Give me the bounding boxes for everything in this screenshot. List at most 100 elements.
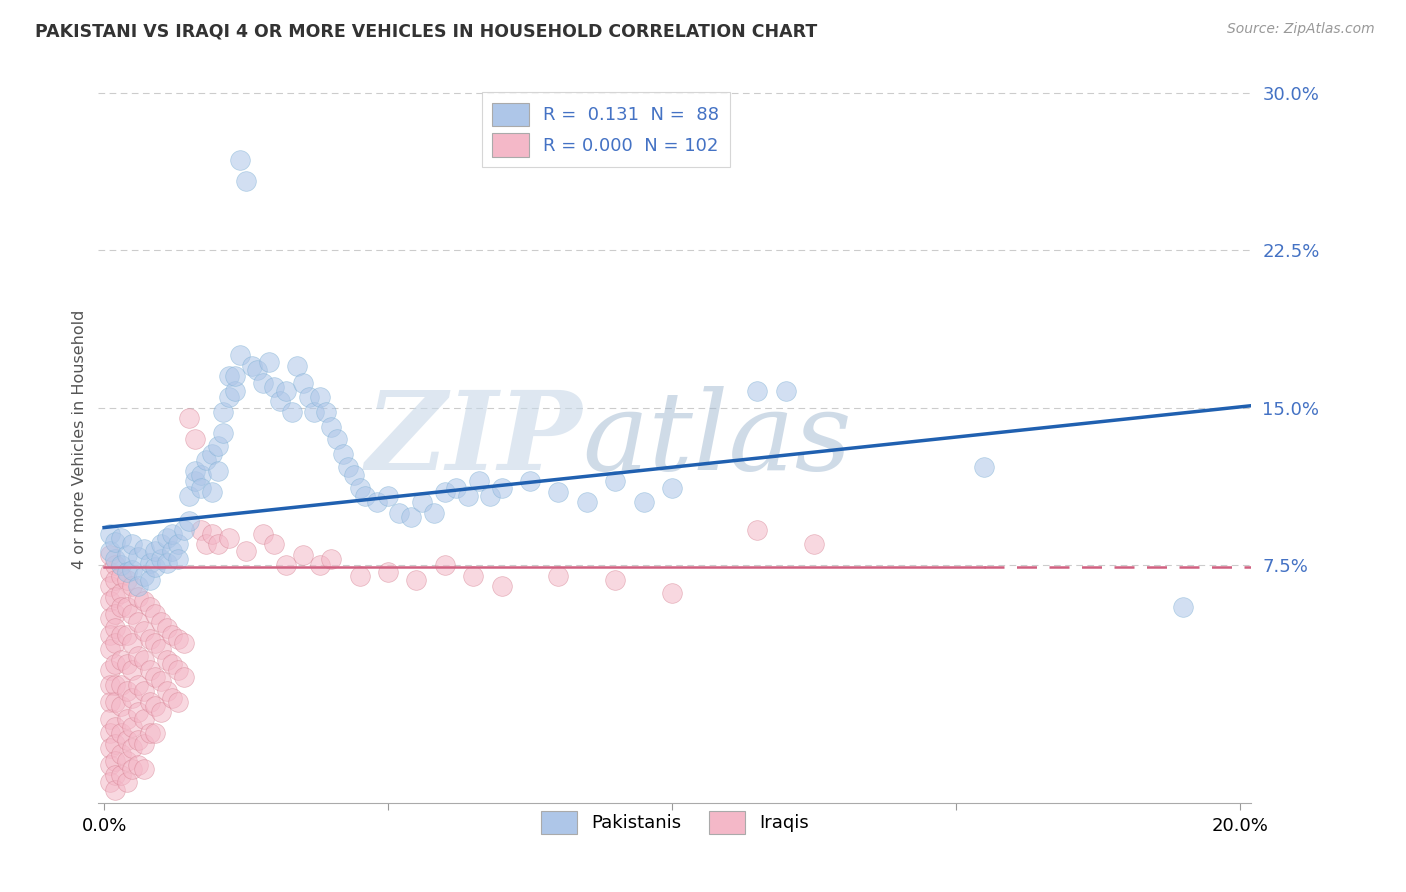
Point [280, 405, 302, 419]
Point [98, 726, 121, 740]
Point [143, 726, 166, 740]
Point [162, 526, 184, 541]
Point [246, 363, 269, 377]
Point [274, 558, 297, 573]
Point [104, 621, 127, 635]
Point [661, 481, 683, 495]
Point [110, 569, 132, 583]
Text: atlas: atlas [582, 385, 852, 493]
Point [411, 495, 433, 509]
Point [252, 376, 274, 390]
Point [121, 607, 143, 621]
Point [167, 664, 190, 678]
Point [104, 737, 127, 751]
Point [212, 405, 235, 419]
Point [377, 489, 399, 503]
Point [337, 459, 360, 474]
Point [201, 526, 224, 541]
Point [138, 664, 160, 678]
Point [98, 594, 121, 608]
Point [302, 405, 325, 419]
Point [633, 495, 655, 509]
Point [127, 615, 149, 629]
Text: ZIP: ZIP [366, 385, 582, 493]
Point [775, 384, 797, 398]
Point [121, 579, 143, 593]
Point [519, 475, 541, 489]
Point [110, 600, 132, 615]
Point [218, 369, 240, 384]
Point [491, 579, 513, 593]
Point [149, 642, 172, 657]
Point [201, 447, 224, 461]
Point [143, 636, 166, 650]
Point [132, 762, 155, 776]
Point [433, 484, 456, 499]
Point [162, 543, 184, 558]
Point [121, 720, 143, 734]
Point [98, 712, 121, 726]
Point [349, 481, 371, 495]
Point [162, 690, 184, 705]
Point [444, 481, 467, 495]
Point [190, 481, 212, 495]
Point [138, 600, 160, 615]
Point [388, 506, 411, 520]
Point [457, 489, 479, 503]
Point [104, 552, 127, 566]
Point [121, 537, 143, 551]
Point [104, 678, 127, 692]
Point [110, 747, 132, 762]
Point [132, 737, 155, 751]
Point [98, 774, 121, 789]
Point [127, 732, 149, 747]
Point [98, 565, 121, 579]
Point [399, 510, 422, 524]
Point [115, 732, 138, 747]
Point [104, 695, 127, 709]
Point [285, 359, 308, 373]
Point [235, 174, 257, 188]
Point [491, 481, 513, 495]
Point [127, 549, 149, 564]
Point [321, 419, 343, 434]
Point [321, 552, 343, 566]
Point [143, 543, 166, 558]
Point [98, 611, 121, 625]
Point [104, 783, 127, 797]
Point [98, 526, 121, 541]
Point [207, 464, 229, 478]
Point [138, 556, 160, 570]
Point [104, 535, 127, 549]
Point [201, 484, 224, 499]
Point [149, 615, 172, 629]
Point [127, 648, 149, 663]
Point [104, 657, 127, 672]
Point [269, 394, 291, 409]
Point [184, 475, 207, 489]
Point [173, 670, 195, 684]
Point [104, 768, 127, 782]
Point [98, 695, 121, 709]
Point [229, 153, 252, 167]
Point [207, 439, 229, 453]
Point [263, 380, 285, 394]
Point [98, 628, 121, 642]
Point [167, 552, 190, 566]
Point [143, 699, 166, 714]
Point [149, 552, 172, 566]
Point [547, 569, 569, 583]
Point [184, 432, 207, 446]
Point [110, 653, 132, 667]
Point [405, 573, 427, 587]
Point [433, 558, 456, 573]
Point [224, 369, 246, 384]
Point [98, 741, 121, 756]
Point [115, 684, 138, 698]
Point [309, 558, 332, 573]
Point [315, 405, 337, 419]
Point [326, 432, 349, 446]
Point [184, 464, 207, 478]
Point [149, 706, 172, 720]
Point [143, 670, 166, 684]
